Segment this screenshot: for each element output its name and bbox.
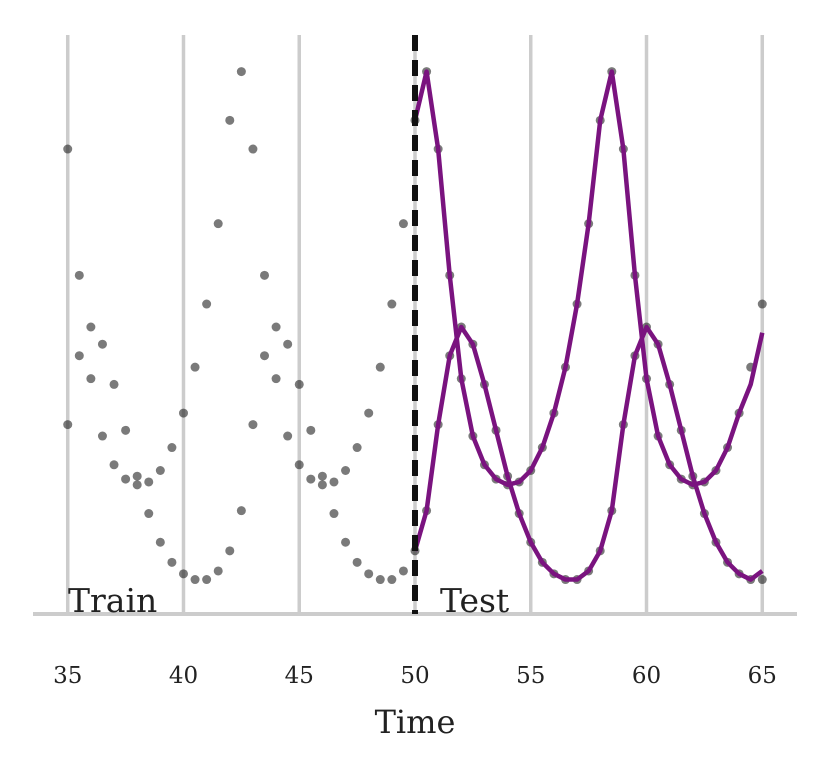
- data-point: [329, 477, 339, 487]
- data-point: [757, 575, 767, 585]
- data-point: [387, 299, 397, 309]
- data-point: [294, 379, 304, 389]
- data-point: [144, 509, 154, 519]
- data-point: [86, 322, 96, 332]
- x-tick-label: 55: [516, 663, 545, 689]
- data-point: [306, 425, 316, 435]
- data-point: [260, 351, 270, 361]
- data-point: [178, 569, 188, 579]
- data-point: [375, 575, 385, 585]
- data-point: [74, 351, 84, 361]
- data-point: [364, 569, 374, 579]
- data-point: [364, 408, 374, 418]
- data-point: [132, 471, 142, 481]
- data-point: [190, 362, 200, 372]
- data-point: [341, 537, 351, 547]
- data-point: [283, 431, 293, 441]
- data-point: [63, 420, 73, 430]
- annotation: Test: [440, 581, 509, 620]
- x-axis-label: Time: [375, 703, 456, 741]
- data-point: [260, 270, 270, 280]
- data-point: [225, 115, 235, 125]
- x-tick-label: 35: [53, 663, 82, 689]
- marks: [63, 67, 767, 585]
- prediction-line: [412, 324, 764, 582]
- data-point: [398, 566, 408, 576]
- data-point: [167, 557, 177, 567]
- data-point: [86, 374, 96, 384]
- data-point: [97, 339, 107, 349]
- data-point: [97, 431, 107, 441]
- data-point: [144, 477, 154, 487]
- data-point: [271, 322, 281, 332]
- data-point: [306, 474, 316, 484]
- data-point: [248, 420, 258, 430]
- data-point: [341, 466, 351, 475]
- data-point: [213, 219, 223, 229]
- data-point: [109, 460, 119, 470]
- data-point: [387, 575, 397, 585]
- annotation: Train: [68, 581, 157, 620]
- data-point: [155, 537, 165, 547]
- data-point: [294, 460, 304, 470]
- data-point: [155, 466, 165, 475]
- data-point: [317, 480, 327, 490]
- data-point: [352, 557, 362, 567]
- data-point: [375, 362, 385, 372]
- data-point: [317, 471, 327, 481]
- prediction-line: [412, 69, 765, 488]
- data-point: [236, 67, 246, 77]
- data-point: [398, 219, 408, 229]
- data-point: [190, 575, 200, 585]
- data-point: [202, 575, 212, 585]
- data-point: [121, 474, 131, 484]
- data-point: [352, 443, 362, 453]
- x-tick-label: 40: [169, 663, 198, 689]
- x-tick-label: 65: [748, 663, 777, 689]
- data-point: [271, 374, 281, 384]
- data-point: [283, 339, 293, 349]
- data-point: [248, 144, 258, 154]
- x-tick-label: 50: [400, 663, 429, 689]
- data-point: [329, 509, 339, 519]
- data-point: [202, 299, 212, 309]
- data-point: [225, 546, 235, 556]
- data-point: [167, 443, 177, 453]
- data-point: [63, 144, 73, 154]
- x-tick-label: 45: [285, 663, 314, 689]
- data-point: [132, 480, 142, 490]
- x-tick-label: 60: [632, 663, 661, 689]
- data-point: [109, 379, 119, 389]
- data-point: [757, 299, 767, 309]
- data-point: [178, 408, 188, 418]
- data-point: [74, 270, 84, 280]
- data-point: [213, 566, 223, 576]
- data-point: [121, 425, 131, 435]
- data-point: [236, 506, 246, 516]
